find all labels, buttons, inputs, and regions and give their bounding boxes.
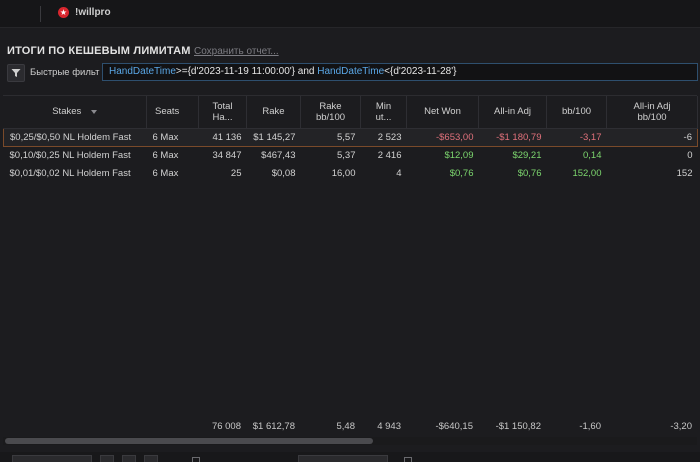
stats-grid: Stakes Seats Total Ha... Rake Rake bb/100 … <box>3 95 698 437</box>
cell-allin-adj: -$1 180,79 <box>478 127 547 147</box>
horizontal-scrollbar[interactable] <box>3 437 697 445</box>
cell-rake: $467,43 <box>261 149 296 161</box>
cell-seats: 6 Max <box>152 167 179 179</box>
column-header-net-won[interactable]: Net Won <box>406 96 479 129</box>
report-title: ИТОГИ ПО КЕШЕВЫМ ЛИМИТАМ <box>7 45 191 57</box>
total-allin-bb100: -3,20 <box>670 420 692 432</box>
cell-rake-bb100: 5,37 <box>337 149 356 161</box>
total-bb100: -1,60 <box>579 420 601 432</box>
toolbar-divider <box>40 6 41 22</box>
cell-hands: 41 136 <box>198 127 247 147</box>
cell-hands: 34 847 <box>212 149 242 161</box>
logo-text: !willpro <box>75 7 111 18</box>
cell-seats: 6 Max <box>152 149 179 161</box>
cell-bb100: -3,17 <box>546 127 607 147</box>
column-header-stakes[interactable]: Stakes <box>3 96 147 129</box>
cell-rake: $0,08 <box>271 167 296 179</box>
column-header-total-hands[interactable]: Total Ha... <box>198 96 247 129</box>
cell-bb100: 152,00 <box>572 167 602 179</box>
cell-net-won: $12,09 <box>444 149 474 161</box>
cell-minutes: 2 416 <box>377 149 402 161</box>
view-mode-button[interactable] <box>122 455 136 462</box>
total-hands: 76 008 <box>211 420 241 432</box>
scrollbar-thumb[interactable] <box>5 438 373 444</box>
cell-rake: $1 145,27 <box>246 127 301 147</box>
quick-filter-input[interactable]: HandDateTime>={d'2023-11-19 11:00:00'} a… <box>102 63 698 81</box>
bottom-toolbar <box>0 452 700 462</box>
total-seats <box>146 418 198 434</box>
totals-row: 76 008 $1 612,78 5,48 4 943 -$640,15 -$1… <box>3 418 697 434</box>
cell-stakes: $0,10/$0,25 NL Holdem Fast <box>9 149 131 161</box>
cell-minutes: 4 <box>396 167 402 179</box>
filter-keyword: HandDateTime <box>109 66 176 77</box>
column-header-allin-adj-bb100[interactable]: All-in Adj bb/100 <box>606 96 698 129</box>
filter-value: <{d'2023-11-28'} <box>384 66 457 77</box>
grid-view-button[interactable] <box>144 455 158 462</box>
total-minutes: 4 943 <box>377 420 401 432</box>
filter-funnel-icon <box>11 69 21 77</box>
cell-rake-bb100: 16,00 <box>331 167 356 179</box>
column-header-allin-adj[interactable]: All-in Adj <box>478 96 547 129</box>
column-header-rake[interactable]: Rake <box>246 96 301 129</box>
cell-minutes: 2 523 <box>360 127 407 147</box>
totals-table: 76 008 $1 612,78 5,48 4 943 -$640,15 -$1… <box>3 418 697 434</box>
app-logo[interactable]: ★ !willpro <box>58 7 111 18</box>
cell-net-won: -$653,00 <box>406 127 479 147</box>
total-stakes <box>3 418 146 434</box>
cell-hands: 25 <box>230 167 242 179</box>
column-header-rake-bb100[interactable]: Rake bb/100 <box>300 96 361 129</box>
cell-stakes: $0,01/$0,02 NL Holdem Fast <box>9 167 131 179</box>
option-checkbox[interactable] <box>404 457 412 462</box>
option-checkbox[interactable] <box>192 457 200 462</box>
cell-seats: 6 Max <box>146 127 199 147</box>
filter-value: >={d'2023-11-19 11:00:00'} and <box>175 66 318 77</box>
cell-allin-bb100: -6 <box>606 127 698 147</box>
cell-rake-bb100: 5,57 <box>300 127 361 147</box>
cell-stakes: $0,25/$0,50 NL Holdem Fast <box>3 127 147 147</box>
stats-table: Stakes Seats Total Ha... Rake Rake bb/100 … <box>3 96 698 182</box>
bottom-select[interactable] <box>298 455 388 462</box>
filter-keyword: HandDateTime <box>317 66 385 77</box>
table-row[interactable]: $0,01/$0,02 NL Holdem Fast 6 Max 25 $0,0… <box>4 164 698 182</box>
quick-filter-label: Быстрые фильт <box>30 67 100 78</box>
cell-net-won: $0,76 <box>449 167 474 179</box>
total-rake-bb100: 5,48 <box>336 420 356 432</box>
logo-star-icon: ★ <box>58 7 69 18</box>
quick-filter-bar: Быстрые фильт HandDateTime>={d'2023-11-1… <box>6 63 698 83</box>
save-report-link[interactable]: Сохранить отчет... <box>194 46 279 57</box>
page-size-select[interactable] <box>12 455 92 462</box>
column-header-minutes[interactable]: Min ut... <box>360 96 407 129</box>
cell-allin-bb100: 152 <box>676 167 693 179</box>
column-header-bb100[interactable]: bb/100 <box>546 96 607 129</box>
cell-allin-adj: $0,76 <box>517 167 542 179</box>
view-mode-button[interactable] <box>100 455 114 462</box>
total-allin-adj: -$1 150,82 <box>495 420 541 432</box>
top-bar: ★ !willpro <box>0 0 700 28</box>
table-header-row: Stakes Seats Total Ha... Rake Rake bb/100 … <box>3 96 698 129</box>
cell-allin-adj: $29,21 <box>512 149 542 161</box>
cell-bb100: 0,14 <box>583 149 602 161</box>
total-rake: $1 612,78 <box>252 420 295 432</box>
sort-desc-icon[interactable] <box>91 109 98 114</box>
table-row[interactable]: $0,25/$0,50 NL Holdem Fast 6 Max 41 136 … <box>3 127 698 147</box>
table-row[interactable]: $0,10/$0,25 NL Holdem Fast 6 Max 34 847 … <box>4 146 698 164</box>
total-net-won: -$640,15 <box>435 420 473 432</box>
column-header-seats[interactable]: Seats <box>146 96 199 129</box>
cell-allin-bb100: 0 <box>687 149 693 161</box>
filter-button[interactable] <box>7 64 25 82</box>
